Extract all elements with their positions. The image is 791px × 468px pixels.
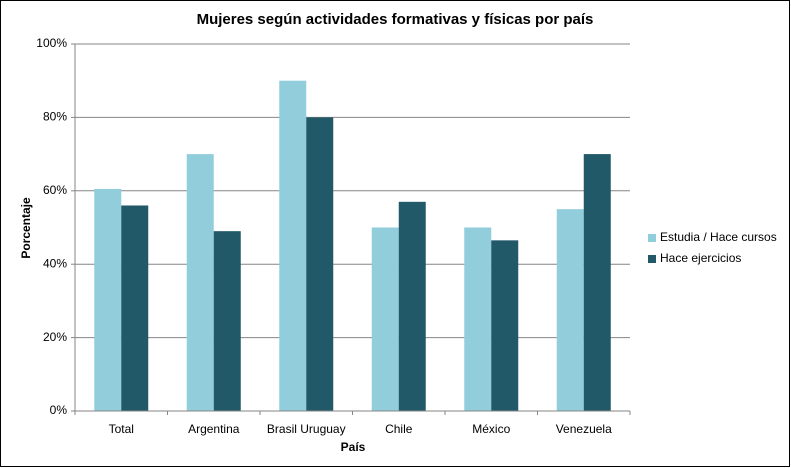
bar [464,227,492,411]
legend-label: Hace ejercicios [660,251,741,265]
legend-swatch [648,234,656,242]
y-tick-label: 40% [43,256,67,270]
bar [491,240,519,411]
y-tick-label: 80% [43,110,67,124]
chart-title: Mujeres según actividades formativas y f… [197,11,594,28]
x-tick-label: Chile [385,422,413,436]
y-tick-label: 100% [36,36,67,50]
y-tick-label: 0% [50,403,68,417]
x-tick-label: Total [109,422,134,436]
bar [371,227,399,411]
bar [398,201,426,411]
bar [583,154,611,411]
y-tick-label: 20% [43,330,67,344]
bar [94,188,122,411]
x-tick-label: Brasil Uruguay [267,422,346,436]
bar [556,209,584,411]
y-tick-label: 60% [43,183,67,197]
bar [213,231,241,411]
legend-label: Estudia / Hace cursos [660,230,777,244]
legend-swatch [648,255,656,263]
x-tick-label: México [472,422,510,436]
bar [186,154,214,411]
x-axis-label: País [341,440,366,454]
x-tick-label: Argentina [188,422,240,436]
bar [121,205,149,411]
y-axis-label: Porcentaje [19,197,33,259]
x-tick-label: Venezuela [556,422,612,436]
bar [279,80,307,411]
bar [306,117,334,412]
